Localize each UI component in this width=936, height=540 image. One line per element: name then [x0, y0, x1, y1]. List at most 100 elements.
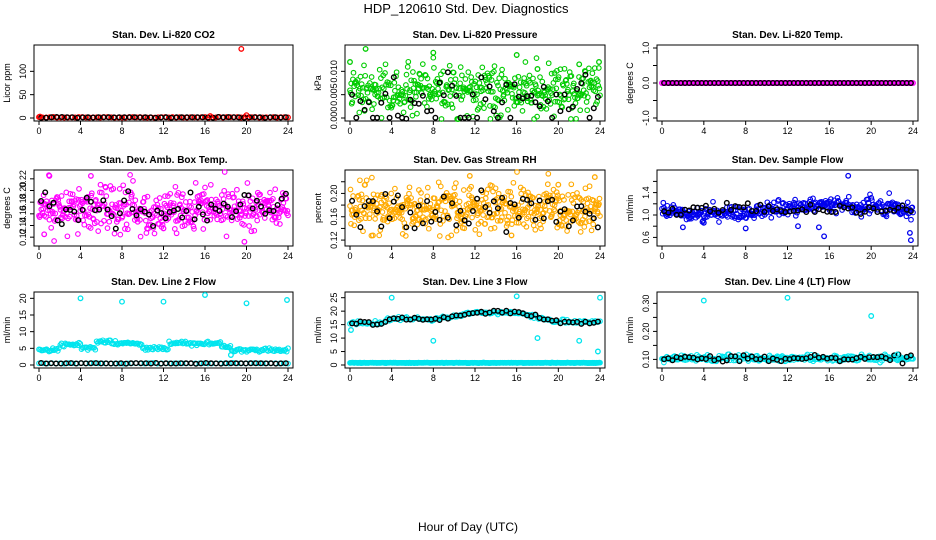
- data-point: [409, 112, 416, 119]
- overlay-point: [217, 360, 224, 367]
- overlay-point: [137, 360, 144, 367]
- data-point: [448, 101, 455, 108]
- overlay-point: [382, 318, 389, 325]
- data-point: [461, 225, 468, 232]
- overlay-point: [478, 74, 485, 81]
- data-point: [548, 70, 555, 77]
- y-axis-label: ml/min: [2, 317, 12, 344]
- x-tick-label: 0: [36, 373, 41, 383]
- overlay-point: [212, 360, 219, 367]
- x-tick-label: 8: [431, 251, 436, 261]
- overlay-point: [778, 358, 785, 365]
- overlay-point: [453, 92, 460, 99]
- data-point: [523, 82, 530, 89]
- x-tick-label: 4: [78, 126, 83, 136]
- data-point: [561, 65, 568, 72]
- outlier-point: [37, 113, 43, 120]
- overlay-point: [907, 79, 914, 86]
- data-point: [526, 72, 533, 79]
- x-tick-label: 12: [158, 251, 168, 261]
- data-point: [464, 211, 470, 218]
- overlay-point: [274, 201, 281, 208]
- data-point: [124, 226, 131, 233]
- data-point: [412, 81, 419, 87]
- overlay-point: [536, 197, 543, 204]
- overlay-point: [499, 99, 506, 106]
- x-tick-label: 4: [701, 373, 706, 383]
- y-tick-label: 0.14: [18, 217, 28, 235]
- overlay-point: [167, 360, 174, 367]
- x-tick-label: 16: [824, 251, 834, 261]
- data-point: [48, 224, 55, 231]
- data-point: [549, 211, 555, 218]
- data-point: [241, 222, 247, 228]
- panel-7: Stan. Dev. Line 2 Flow ml/min 0 4 8 12 16 20 24 0…: [2, 277, 294, 383]
- data-point: [110, 185, 117, 192]
- data-point: [369, 106, 375, 113]
- data-point: [529, 217, 536, 224]
- overlay-point: [152, 360, 159, 367]
- data-point: [144, 193, 151, 200]
- overlay-point: [78, 360, 85, 367]
- data-points: [36, 292, 291, 367]
- data-point: [391, 79, 398, 86]
- data-point: [858, 213, 865, 220]
- data-point: [418, 190, 424, 196]
- data-point: [361, 210, 367, 217]
- outlier-point: [243, 300, 250, 307]
- data-point: [51, 218, 58, 224]
- data-point: [570, 80, 577, 87]
- overlay-point: [594, 318, 601, 325]
- data-point: [410, 218, 417, 225]
- overlay-point: [267, 114, 274, 121]
- data-point: [479, 64, 486, 71]
- data-point: [145, 225, 151, 232]
- overlay-point: [141, 208, 148, 215]
- x-tick-label: 12: [470, 251, 480, 261]
- overlay-point: [267, 360, 274, 367]
- outlier-point: [227, 352, 234, 358]
- data-point: [387, 82, 394, 89]
- overlay-point: [390, 74, 397, 81]
- data-point: [595, 65, 602, 71]
- data-point: [112, 338, 119, 344]
- outlier-point: [77, 295, 84, 302]
- overlay-point: [133, 212, 140, 219]
- data-point: [445, 101, 451, 108]
- overlay-point: [490, 198, 497, 205]
- data-point: [52, 210, 59, 217]
- data-point: [191, 226, 197, 232]
- overlay-point: [182, 360, 189, 367]
- data-point: [212, 114, 219, 121]
- y-axis-label: ml/min: [313, 317, 323, 344]
- overlay-point: [54, 217, 61, 224]
- data-point: [379, 209, 386, 215]
- outlier-point: [597, 294, 603, 301]
- data-point: [575, 219, 582, 225]
- y-axis-label: degrees C: [625, 62, 635, 104]
- x-tick-label: 4: [389, 373, 394, 383]
- x-tick-label: 0: [36, 251, 41, 261]
- overlay-point: [179, 214, 186, 221]
- data-point: [537, 221, 543, 228]
- overlay-point: [469, 91, 476, 98]
- overlay-point: [503, 228, 510, 235]
- y-axis-label: kPa: [313, 75, 323, 91]
- data-point: [459, 72, 465, 79]
- data-point: [382, 70, 388, 76]
- data-point: [58, 193, 65, 199]
- y-tick-label: 0.18: [18, 193, 28, 211]
- overlay-point: [386, 215, 393, 222]
- overlay-point: [565, 223, 572, 230]
- data-point: [538, 225, 544, 232]
- overlay-point: [158, 210, 165, 217]
- data-point: [510, 179, 517, 186]
- overlay-point: [154, 207, 161, 214]
- data-point: [509, 91, 515, 97]
- overlay-point: [278, 195, 285, 202]
- overlay-point: [262, 360, 269, 367]
- data-point: [438, 116, 445, 122]
- data-point: [124, 210, 131, 217]
- x-tick-label: 4: [701, 126, 706, 136]
- data-point: [376, 204, 383, 211]
